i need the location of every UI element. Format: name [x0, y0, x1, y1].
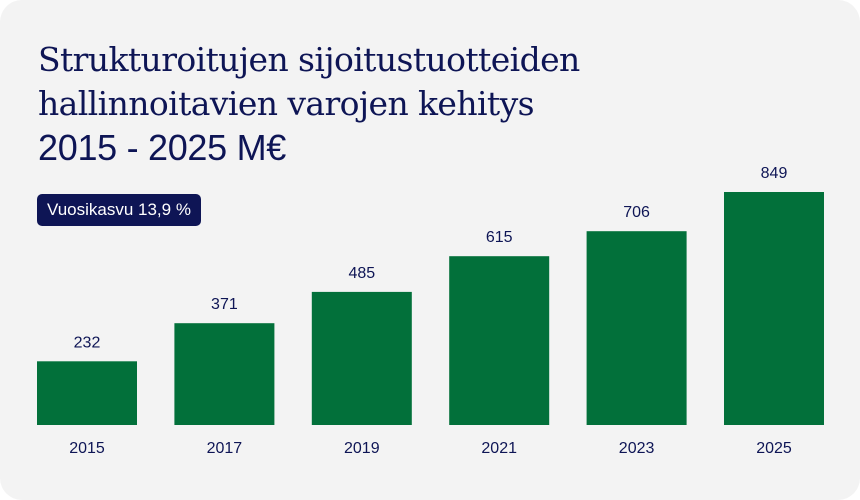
value-label-2015: 232 [74, 334, 101, 351]
annual-growth-badge: Vuosikasvu 13,9 % [37, 194, 201, 226]
chart-title-line-1: Strukturoitujen sijoitustuotteiden [38, 40, 580, 79]
bar-2017 [174, 323, 275, 425]
chart-title-line-3: 2015 - 2025 M€ [38, 127, 286, 168]
bar-2019 [311, 291, 412, 425]
x-tick-label-2025: 2025 [756, 440, 792, 457]
x-tick-label-2019: 2019 [344, 440, 380, 457]
bar-2015 [37, 361, 137, 425]
x-tick-label-2023: 2023 [619, 440, 655, 457]
bar-2021 [449, 256, 550, 425]
value-label-2025: 849 [761, 165, 788, 182]
value-label-2023: 706 [623, 204, 650, 221]
x-tick-label-2021: 2021 [481, 440, 517, 457]
value-label-2019: 485 [348, 265, 375, 282]
bar-2025 [724, 192, 824, 425]
chart-title: Strukturoitujen sijoitustuotteiden halli… [38, 38, 798, 170]
x-tick-label-2017: 2017 [207, 440, 243, 457]
x-tick-label-2015: 2015 [69, 440, 105, 457]
bar-2023 [586, 231, 687, 425]
value-label-2021: 615 [486, 229, 513, 246]
chart-title-line-2: hallinnoitavien varojen kehitys [38, 84, 535, 123]
value-label-2017: 371 [211, 296, 238, 313]
